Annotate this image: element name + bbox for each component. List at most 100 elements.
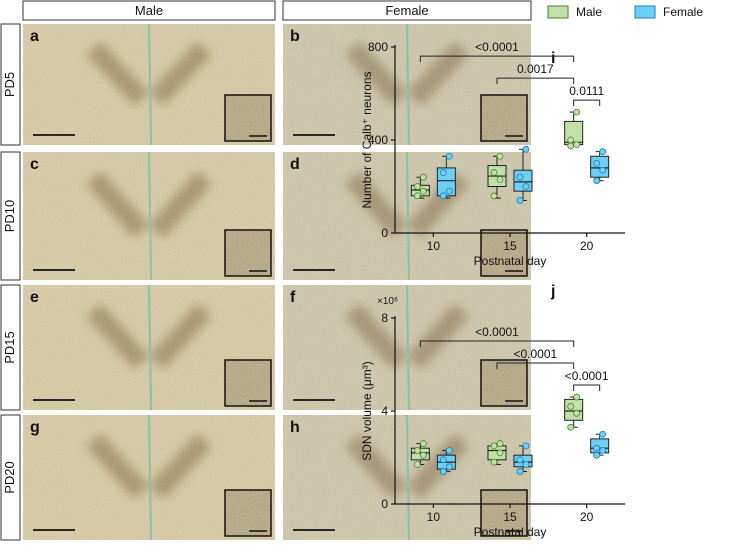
row-label: PD10 (2, 200, 17, 233)
inset-texture (481, 95, 527, 141)
row-label-box (0, 151, 21, 281)
inset-frame (480, 229, 528, 277)
significance-bracket (419, 55, 575, 63)
data-point (567, 423, 575, 431)
row-label: PD15 (2, 331, 17, 364)
data-point (599, 430, 607, 438)
panel-letter: j (550, 283, 555, 300)
panel-letter: d (290, 156, 300, 173)
p-value: <0.0001 (513, 347, 557, 361)
x-tick-label: 20 (580, 510, 594, 524)
data-point (445, 152, 453, 160)
data-point (516, 173, 524, 181)
x-tick-label: 15 (503, 239, 517, 253)
significance-bracket (496, 77, 575, 85)
row-label: PD20 (2, 461, 17, 494)
micrograph: c (23, 151, 275, 281)
inset-frame (224, 229, 272, 277)
data-point (490, 169, 498, 176)
data-point (496, 176, 504, 183)
y-tick-label: 0 (381, 497, 388, 511)
panel-letter: h (290, 419, 300, 436)
data-point (490, 442, 498, 450)
inset-texture (225, 95, 271, 141)
data-point (439, 468, 447, 475)
data-point (522, 145, 530, 153)
y-multiplier: ×10⁶ (377, 296, 398, 307)
inset-texture (481, 490, 527, 536)
data-point (522, 183, 530, 190)
y-tick-label: 4 (381, 404, 388, 418)
data-point (419, 451, 427, 459)
data-point (516, 456, 524, 464)
midline (148, 414, 152, 541)
data-point (573, 108, 581, 116)
micrograph: d (283, 151, 531, 281)
y-tick-label: 400 (368, 133, 388, 147)
data-point (567, 142, 575, 150)
data-point (439, 192, 447, 200)
x-tick-label: 10 (427, 239, 441, 253)
micrograph: b (283, 23, 531, 146)
data-point (419, 173, 427, 181)
legend-swatch (634, 5, 656, 19)
midline (406, 151, 410, 281)
data-point (573, 141, 581, 149)
inset-texture (225, 230, 271, 276)
data-point (522, 442, 530, 450)
p-value: <0.0001 (475, 40, 519, 54)
data-point (445, 463, 453, 471)
data-point (599, 148, 607, 156)
data-point (439, 169, 447, 176)
data-point (496, 440, 504, 447)
x-axis-label: Postnatal day (474, 254, 547, 268)
midline (406, 414, 410, 541)
midline (148, 23, 152, 146)
panel-letter: b (290, 28, 300, 45)
x-tick-label: 15 (503, 510, 517, 524)
data-point (419, 187, 427, 195)
inset-frame (224, 489, 272, 537)
panel-letter: g (30, 419, 40, 436)
data-point (516, 468, 524, 475)
legend-label: Male (576, 5, 602, 19)
panel-letter: i (551, 50, 555, 67)
data-point (593, 177, 601, 185)
x-tick-label: 20 (580, 239, 594, 253)
y-axis-label: Number of Calb⁺ neurons (360, 71, 374, 208)
inset-frame (224, 359, 272, 407)
data-point (567, 402, 575, 410)
panel-letter: f (290, 289, 296, 306)
x-tick-label: 10 (427, 510, 441, 524)
data-point (593, 451, 601, 459)
panel-letter: e (30, 289, 39, 306)
micrograph: g (23, 414, 275, 541)
significance-bracket (419, 340, 575, 348)
inset-frame (480, 489, 528, 537)
data-point (413, 461, 421, 468)
legend-label: Female (663, 5, 703, 19)
midline (148, 151, 152, 281)
row-label-box (0, 23, 21, 146)
column-header: Male (135, 3, 163, 18)
legend-swatch (547, 5, 569, 19)
data-point (593, 159, 601, 167)
data-point (490, 192, 498, 200)
data-point (490, 458, 498, 466)
data-point (445, 447, 453, 454)
p-value: 0.0017 (517, 62, 554, 76)
box (564, 398, 584, 421)
data-point (593, 444, 601, 452)
inset-texture (225, 490, 271, 536)
inset-texture (225, 360, 271, 406)
box (590, 155, 610, 178)
x-axis-label: Postnatal day (474, 525, 547, 539)
midline (406, 23, 410, 146)
data-point (439, 456, 447, 464)
micrograph: a (23, 23, 275, 146)
panel-letter: a (30, 28, 39, 45)
data-point (419, 440, 427, 447)
data-point (413, 183, 421, 190)
